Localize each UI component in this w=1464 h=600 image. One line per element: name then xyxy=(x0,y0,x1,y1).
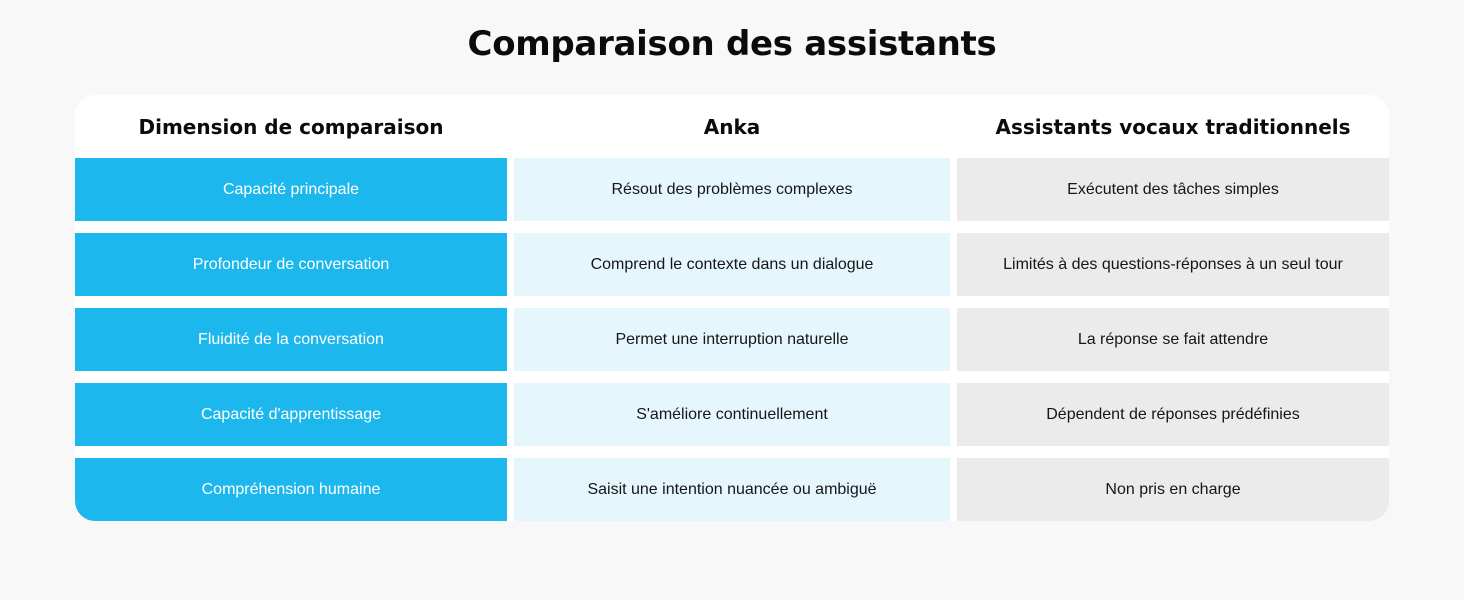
anka-cell: Résout des problèmes complexes xyxy=(514,158,950,221)
traditional-cell: La réponse se fait attendre xyxy=(957,308,1389,371)
dimension-cell: Profondeur de conversation xyxy=(75,233,507,296)
column-header-anka: Anka xyxy=(703,114,761,139)
dimension-cell: Capacité principale xyxy=(75,158,507,221)
table-row-capacite-principale: Capacité principale Résout des problèmes… xyxy=(75,158,1389,221)
comparison-table-card: Dimension de comparaison Anka Assistants… xyxy=(75,95,1389,521)
anka-cell: S'améliore continuellement xyxy=(514,383,950,446)
traditional-cell: Limités à des questions-réponses à un se… xyxy=(957,233,1389,296)
dimension-cell: Compréhension humaine xyxy=(75,458,507,521)
traditional-cell: Non pris en charge xyxy=(957,458,1389,521)
table-row-comprehension-humaine: Compréhension humaine Saisit une intenti… xyxy=(75,458,1389,521)
anka-cell: Saisit une intention nuancée ou ambiguë xyxy=(514,458,950,521)
column-header-traditional: Assistants vocaux traditionnels xyxy=(995,114,1351,139)
dimension-cell: Capacité d'apprentissage xyxy=(75,383,507,446)
table-row-fluidite-conversation: Fluidité de la conversation Permet une i… xyxy=(75,308,1389,371)
traditional-cell: Exécutent des tâches simples xyxy=(957,158,1389,221)
table-header-row: Dimension de comparaison Anka Assistants… xyxy=(75,95,1389,158)
dimension-cell: Fluidité de la conversation xyxy=(75,308,507,371)
table-row-profondeur-conversation: Profondeur de conversation Comprend le c… xyxy=(75,233,1389,296)
table-row-capacite-apprentissage: Capacité d'apprentissage S'améliore cont… xyxy=(75,383,1389,446)
table-body: Capacité principale Résout des problèmes… xyxy=(75,158,1389,521)
column-header-dimension: Dimension de comparaison xyxy=(138,114,444,139)
anka-cell: Comprend le contexte dans un dialogue xyxy=(514,233,950,296)
traditional-cell: Dépendent de réponses prédéfinies xyxy=(957,383,1389,446)
anka-cell: Permet une interruption naturelle xyxy=(514,308,950,371)
page-title: Comparaison des assistants xyxy=(467,24,997,64)
